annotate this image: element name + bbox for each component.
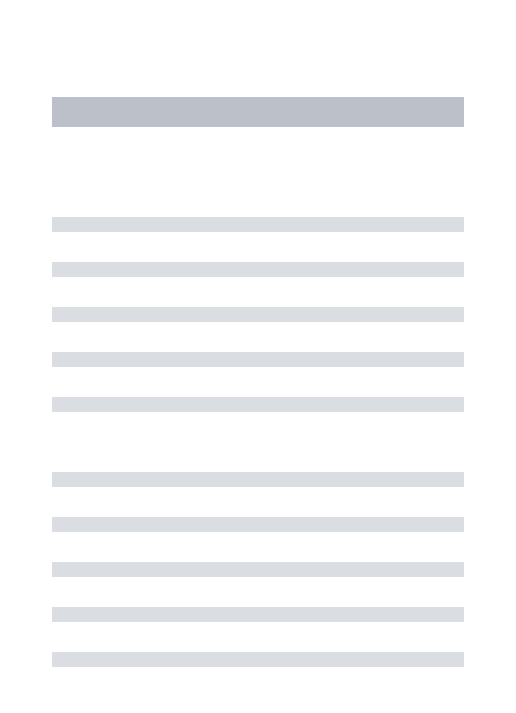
skeleton-line <box>52 352 464 367</box>
skeleton-title-bar <box>52 97 464 127</box>
skeleton-line <box>52 262 464 277</box>
skeleton-line <box>52 307 464 322</box>
skeleton-container <box>0 0 516 667</box>
skeleton-line <box>52 607 464 622</box>
skeleton-line <box>52 472 464 487</box>
skeleton-block-gap <box>52 442 464 472</box>
skeleton-line <box>52 517 464 532</box>
skeleton-line <box>52 562 464 577</box>
skeleton-line <box>52 397 464 412</box>
skeleton-line <box>52 652 464 667</box>
skeleton-line <box>52 217 464 232</box>
